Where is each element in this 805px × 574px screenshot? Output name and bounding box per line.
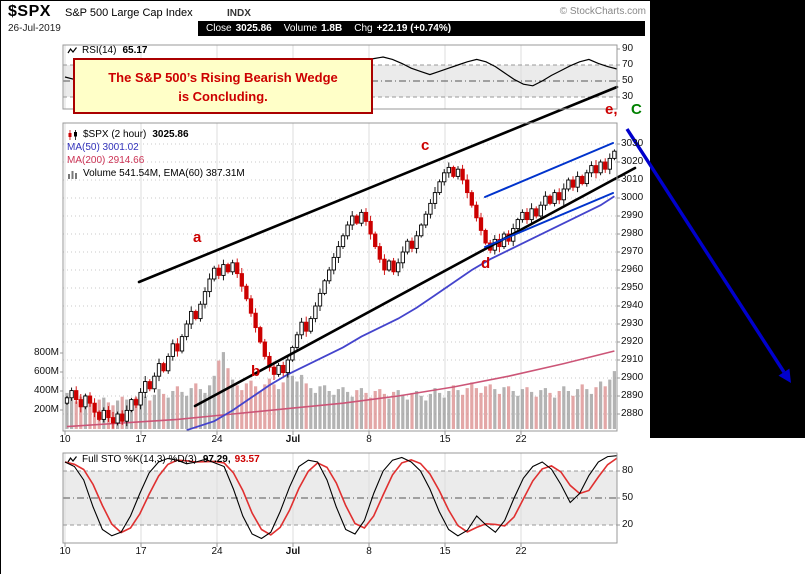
symbol-legend-row: $SPX (2 hour) 3025.86 <box>67 128 245 141</box>
price-tick-label: 3000 <box>621 192 644 203</box>
rsi-indicator-label: RSI(14) 65.17 <box>67 45 147 56</box>
channel-upper-line <box>484 142 614 198</box>
candlestick-icon <box>68 129 77 140</box>
volume-bars-icon <box>68 170 77 179</box>
volume-tick-label: 400M <box>33 385 59 396</box>
sto-tick-label: 50 <box>622 492 634 503</box>
chart-date: 26-Jul-2019 <box>8 23 61 34</box>
x-axis-label-main: 8 <box>366 434 372 445</box>
sto-tick-label: 80 <box>622 465 634 476</box>
price-tick-label: 2900 <box>621 372 644 383</box>
rsi-tick-label: 70 <box>622 59 634 70</box>
ma50-line <box>186 195 615 432</box>
volume-tick-label: 800M <box>33 347 59 358</box>
main-legend: $SPX (2 hour) 3025.86 MA(50) 3001.02 MA(… <box>67 128 245 180</box>
price-tick-label: 2910 <box>621 354 644 365</box>
wave-label-b: b <box>251 363 261 380</box>
sto-label-text: Full STO %K(14,3) %D(3) <box>82 454 197 465</box>
volume-tick-label: 600M <box>33 366 59 377</box>
chg-value: +22.19 (+0.74%) <box>376 23 452 34</box>
rsi-tick-label: 50 <box>622 75 634 86</box>
x-axis-label-main: 22 <box>515 434 527 445</box>
volume-legend-row: Volume 541.54M, EMA(60) 387.31M <box>67 167 245 180</box>
rsi-tick-label: 90 <box>622 43 634 54</box>
annotation-line1: The S&P 500’s Rising Bearish Wedge <box>108 70 338 85</box>
symbol-label: $SPX <box>8 3 51 20</box>
volume-label: Volume <box>283 23 318 34</box>
chg-label: Chg <box>354 23 373 34</box>
x-axis-label-sto: 17 <box>135 546 147 557</box>
x-axis-label-sto: 24 <box>211 546 223 557</box>
rsi-label-text: RSI(14) <box>82 45 117 56</box>
price-tick-label: 2990 <box>621 210 644 221</box>
index-name: S&P 500 Large Cap Index <box>65 7 193 19</box>
exchange-label: INDX <box>227 8 251 19</box>
sto-k-line <box>64 455 618 540</box>
close-label: Close <box>206 23 232 34</box>
close-value: 3025.86 <box>235 23 272 34</box>
x-axis-label-main: 10 <box>59 434 71 445</box>
symbol-legend-value: 3025.86 <box>152 129 189 140</box>
x-axis-label-sto: 22 <box>515 546 527 557</box>
wedge-lower-trendline <box>193 166 637 408</box>
volume-tick-label: 200M <box>33 404 59 415</box>
price-tick-label: 2970 <box>621 246 644 257</box>
price-tick-label: 3010 <box>621 174 644 185</box>
rsi-value: 65.17 <box>122 45 148 56</box>
x-axis-label-main: 15 <box>439 434 451 445</box>
x-axis-label-main: Jul <box>285 434 301 445</box>
ma200-line <box>66 350 615 428</box>
ma200-legend: MA(200) 2914.66 <box>67 155 145 166</box>
symbol-legend-text: $SPX (2 hour) <box>83 129 147 140</box>
price-tick-label: 2950 <box>621 282 644 293</box>
price-tick-label: 3030 <box>621 138 644 149</box>
price-tick-label: 2940 <box>621 300 644 311</box>
rsi-tick-label: 30 <box>622 91 634 102</box>
wedge-upper-trendline <box>137 85 619 284</box>
price-tick-label: 2960 <box>621 264 644 275</box>
indicator-zigzag-icon <box>67 456 77 463</box>
sto-k-value: 97.29, <box>202 454 231 465</box>
wave-label-c: C <box>631 101 642 118</box>
wave-label-a: a <box>193 229 202 246</box>
ma50-legend: MA(50) 3001.02 <box>67 142 139 153</box>
x-axis-label-sto: Jul <box>285 546 301 557</box>
price-tick-label: 2980 <box>621 228 644 239</box>
x-axis-label-sto: 10 <box>59 546 71 557</box>
x-axis-label-main: 24 <box>211 434 223 445</box>
wave-label-e: e, <box>605 101 618 118</box>
wave-label-c: c <box>421 137 430 154</box>
x-axis-label-sto: 8 <box>366 546 372 557</box>
price-tick-label: 2920 <box>621 336 644 347</box>
quote-bar: Close 3025.86 Volume 1.8B Chg +22.19 (+0… <box>198 21 645 36</box>
indicator-zigzag-icon <box>67 47 77 54</box>
volume-value: 1.8B <box>321 23 343 34</box>
candlesticks <box>64 149 617 429</box>
annotation-box: The S&P 500’s Rising Bearish Wedge is Co… <box>73 58 373 114</box>
price-tick-label: 2880 <box>621 408 644 419</box>
sto-indicator-label: Full STO %K(14,3) %D(3) 97.29, 93.57 <box>67 454 260 465</box>
price-tick-label: 2930 <box>621 318 644 329</box>
x-axis-label-sto: 15 <box>439 546 451 557</box>
sto-d-value: 93.57 <box>234 454 260 465</box>
annotation-line2: is Concluding. <box>178 89 268 104</box>
price-tick-label: 3020 <box>621 156 644 167</box>
copyright: © StockCharts.com <box>559 6 646 17</box>
channel-lower-line <box>484 192 614 248</box>
volume-legend-text: Volume 541.54M, EMA(60) 387.31M <box>83 168 245 179</box>
wave-label-d: d <box>481 255 491 272</box>
sto-d-line <box>64 457 618 536</box>
price-tick-label: 2890 <box>621 390 644 401</box>
x-axis-label-main: 17 <box>135 434 147 445</box>
sto-tick-label: 20 <box>622 519 634 530</box>
forecast-arrow <box>625 128 791 383</box>
